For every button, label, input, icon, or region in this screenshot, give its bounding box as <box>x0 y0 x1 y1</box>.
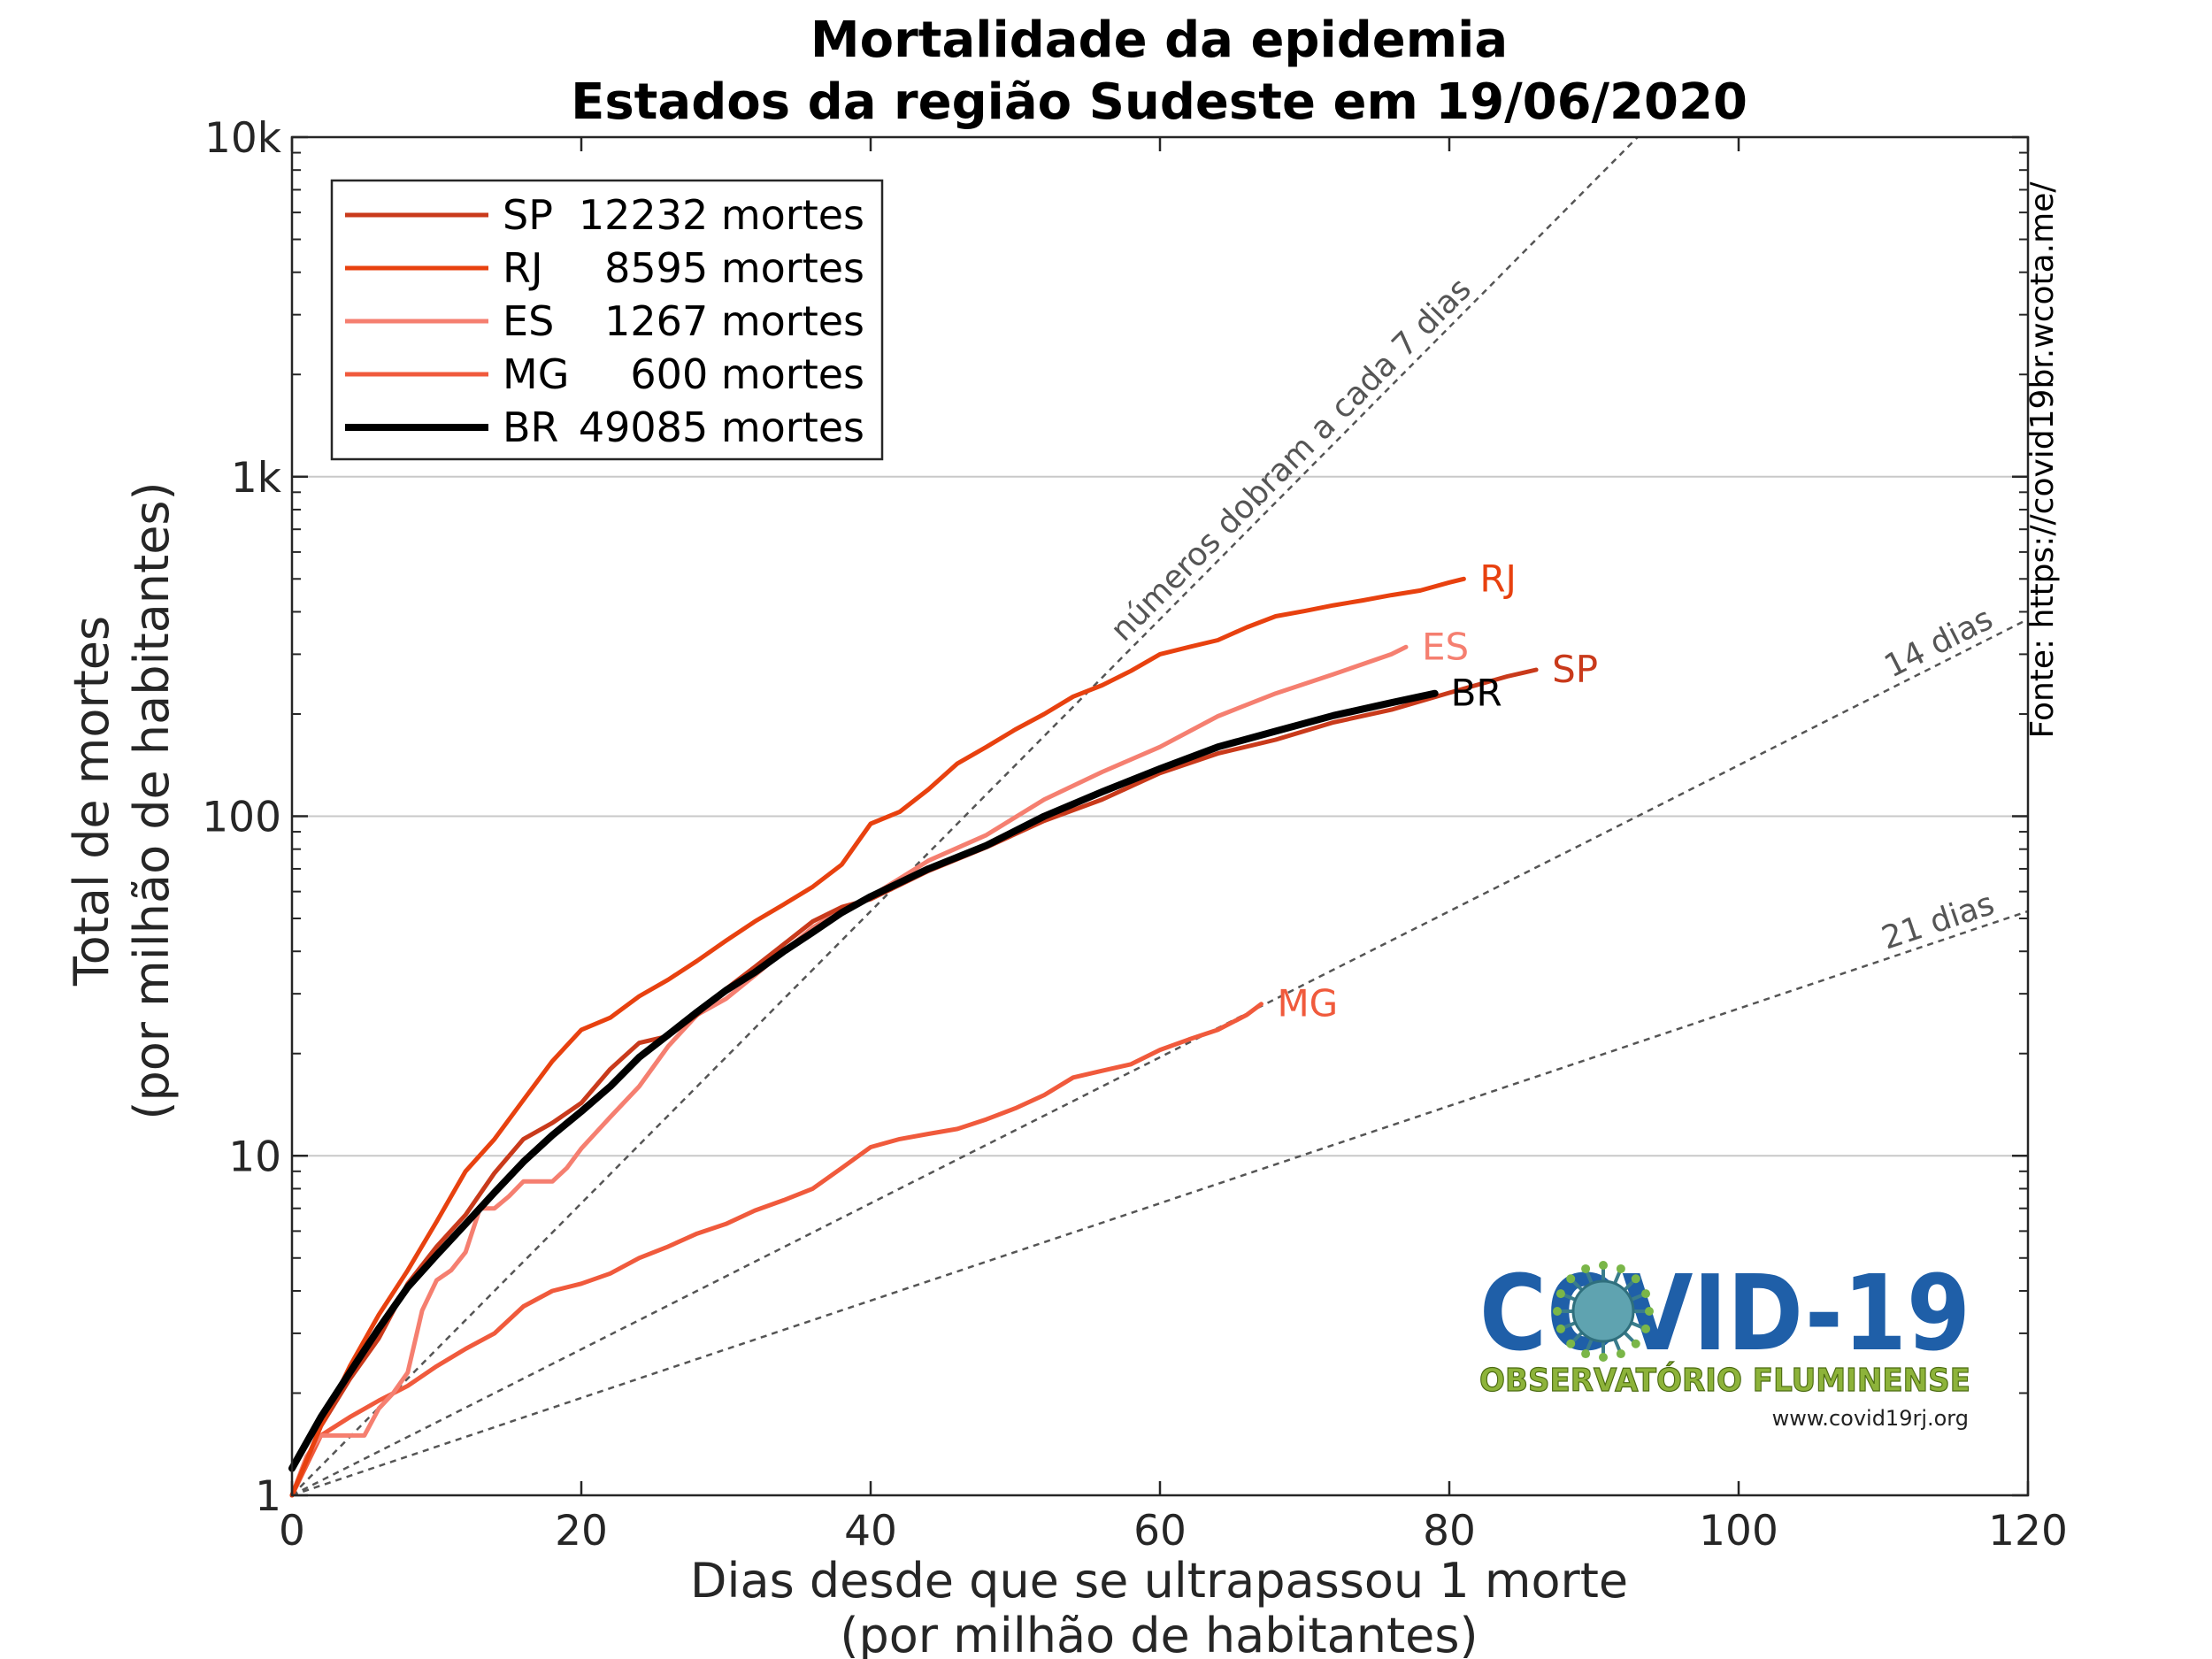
chart-subtitle: Estados da região Sudeste em 19/06/2020 <box>571 73 1747 131</box>
legend: SP 12232 mortes RJ 8595 mortes ES 1267 mortes… <box>330 179 884 461</box>
y-tick-label: 1 <box>255 1472 281 1521</box>
virus-spike-tip <box>1555 1324 1565 1333</box>
x-axis-label: Dias desde que se ultrapassou 1 morte <box>690 1553 1628 1609</box>
y-tick-label: 1k <box>231 454 282 503</box>
virus-spike-tip <box>1566 1274 1576 1284</box>
virus-body <box>1571 1279 1635 1343</box>
series-end-label-sp: SP <box>1552 648 1598 691</box>
virus-spike-tip <box>1616 1349 1625 1359</box>
series-line-rj <box>289 576 1466 1498</box>
series-line-mg <box>289 1002 1263 1498</box>
legend-count-sp: 12232 mortes <box>579 191 864 239</box>
legend-count-mg: 600 mortes <box>630 350 864 398</box>
logo: COVID-19 OBSERVATÓRIO FLUMINENSE www.cov… <box>1479 1252 1970 1431</box>
source-note: Fonte: https://covid19br.wcota.me/ <box>2024 181 2061 739</box>
virus-spike-tip <box>1631 1274 1640 1284</box>
legend-label-sp: SP <box>503 191 553 239</box>
x-tick-label: 20 <box>555 1507 608 1555</box>
legend-count-br: 49085 mortes <box>579 403 864 451</box>
virus-spike-tip <box>1566 1339 1576 1348</box>
virus-spike-tip <box>1555 1289 1565 1299</box>
virus-spike-tip <box>1645 1307 1654 1316</box>
legend-items: SP 12232 mortes RJ 8595 mortes ES 1267 mortes… <box>345 191 864 451</box>
y-axis-label-line2: (por milhão de habitantes) <box>124 481 180 1119</box>
chart-title: Mortalidade da epidemia <box>810 12 1508 69</box>
x-tick-label: 0 <box>279 1507 305 1555</box>
reference-line <box>292 137 1639 1495</box>
y-tick-label: 10 <box>228 1133 281 1181</box>
series-end-label-mg: MG <box>1277 982 1338 1025</box>
legend-label-mg: MG <box>503 350 569 398</box>
x-tick-label: 40 <box>844 1507 897 1555</box>
legend-label-es: ES <box>503 297 554 345</box>
virus-spike-tip <box>1581 1263 1591 1273</box>
y-tick-label: 10k <box>204 114 282 163</box>
x-tick-label: 120 <box>1988 1507 2068 1555</box>
legend-label-br: BR <box>503 403 559 451</box>
virus-spike-tip <box>1581 1349 1591 1359</box>
series-end-label-br: BR <box>1451 672 1502 715</box>
x-tick-label: 100 <box>1699 1507 1778 1555</box>
logo-subtitle: OBSERVATÓRIO FLUMINENSE <box>1479 1362 1970 1399</box>
x-tick-label: 80 <box>1423 1507 1476 1555</box>
logo-title: COVID-19 <box>1479 1252 1970 1374</box>
virus-spike-tip <box>1641 1289 1651 1299</box>
series-line-es <box>289 644 1409 1498</box>
series-lines: MG ES SP RJ BR <box>288 557 1598 1498</box>
virus-spike-tip <box>1641 1324 1651 1333</box>
series-line-br <box>288 689 1439 1472</box>
virus-spike-tip <box>1553 1307 1562 1316</box>
x-tick-label: 60 <box>1133 1507 1187 1555</box>
legend-count-rj: 8595 mortes <box>604 244 864 292</box>
y-tick-label: 100 <box>202 794 281 842</box>
series-line-sp <box>289 667 1539 1498</box>
x-axis-label-line2: (por milhão de habitantes) <box>840 1608 1478 1659</box>
virus-spike-tip <box>1599 1353 1608 1362</box>
y-axis-label: Total de mortes <box>64 616 119 987</box>
virus-spike-tip <box>1599 1261 1608 1270</box>
logo-url: www.covid19rj.org <box>1772 1406 1969 1431</box>
virus-spike-tip <box>1616 1263 1625 1273</box>
virus-spike-tip <box>1631 1339 1640 1348</box>
legend-count-es: 1267 mortes <box>604 297 864 345</box>
virus-icon <box>1553 1261 1654 1362</box>
reference-line <box>292 618 2028 1495</box>
series-end-label-es: ES <box>1422 625 1469 668</box>
grid-lines <box>292 475 2028 1157</box>
series-end-label-rj: RJ <box>1479 557 1517 600</box>
legend-label-rj: RJ <box>503 244 543 292</box>
